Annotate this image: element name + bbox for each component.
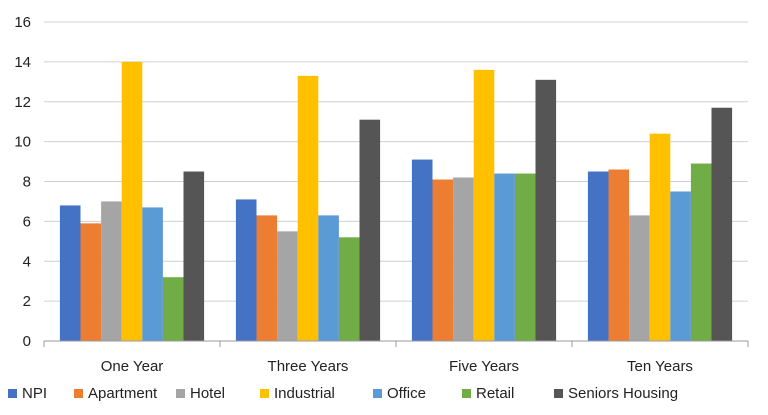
bar-apartment-ten-years: [608, 169, 630, 341]
bar-office-five-years: [494, 173, 515, 341]
bar-seniors-housing-one-year: [183, 171, 205, 341]
legend-label: Retail: [476, 385, 514, 402]
bar-hotel-ten-years: [629, 215, 650, 341]
x-category-label: Five Years: [449, 358, 519, 375]
bar-retail-five-years: [514, 173, 536, 341]
bar-npi-one-year: [59, 205, 81, 341]
bar-hotel-three-years: [277, 231, 298, 341]
x-category-label: One Year: [101, 358, 164, 375]
y-tick-label: 4: [23, 253, 31, 270]
legend-label: Hotel: [190, 385, 225, 402]
legend-label: Seniors Housing: [568, 385, 678, 402]
y-tick-label: 16: [14, 14, 31, 31]
legend-swatch: [462, 389, 471, 398]
bars: [59, 61, 733, 342]
legend-label: Office: [387, 385, 426, 402]
bar-npi-three-years: [235, 199, 257, 341]
y-tick-label: 2: [23, 293, 31, 310]
bar-npi-five-years: [411, 159, 433, 341]
bar-apartment-three-years: [256, 215, 278, 341]
bar-office-ten-years: [670, 191, 691, 341]
x-axis-labels: One Year Three Years Five Years Ten Years: [101, 358, 693, 375]
legend-label: NPI: [22, 385, 47, 402]
x-category-label: Ten Years: [627, 358, 693, 375]
y-tick-label: 0: [23, 333, 31, 350]
bar-office-three-years: [318, 215, 339, 341]
legend-swatch: [554, 389, 563, 398]
legend-swatch: [74, 389, 83, 398]
legend-swatch: [176, 389, 185, 398]
x-category-label: Three Years: [268, 358, 349, 375]
legend-swatch: [373, 389, 382, 398]
y-tick-label: 8: [23, 174, 31, 191]
legend-label: Apartment: [88, 385, 158, 402]
bar-retail-ten-years: [690, 163, 712, 341]
bar-industrial-ten-years: [649, 133, 671, 341]
bar-industrial-one-year: [121, 61, 143, 342]
x-axis: [43, 340, 749, 347]
legend-swatch: [260, 389, 269, 398]
bar-seniors-housing-three-years: [359, 119, 381, 341]
y-tick-label: 12: [14, 94, 31, 111]
bar-seniors-housing-five-years: [535, 79, 557, 341]
legend-label: Industrial: [274, 385, 335, 402]
bar-npi-ten-years: [587, 171, 609, 341]
bar-hotel-one-year: [101, 201, 122, 341]
bar-retail-three-years: [338, 237, 360, 341]
bar-industrial-five-years: [473, 69, 495, 341]
y-tick-label: 6: [23, 213, 31, 230]
y-axis-ticks: 0 2 4 6 8 10 12 14 16: [14, 14, 31, 350]
bar-hotel-five-years: [453, 177, 474, 341]
bar-seniors-housing-ten-years: [711, 107, 733, 341]
bar-office-one-year: [142, 207, 163, 341]
bar-retail-one-year: [162, 277, 184, 341]
y-tick-label: 10: [14, 134, 31, 151]
bar-apartment-five-years: [432, 179, 454, 341]
y-tick-label: 14: [14, 54, 31, 71]
bar-industrial-three-years: [297, 75, 319, 341]
legend-swatch: [8, 389, 17, 398]
legend: NPI Apartment Hotel Industrial Office Retail S…: [8, 385, 678, 402]
bar-apartment-one-year: [80, 223, 102, 341]
